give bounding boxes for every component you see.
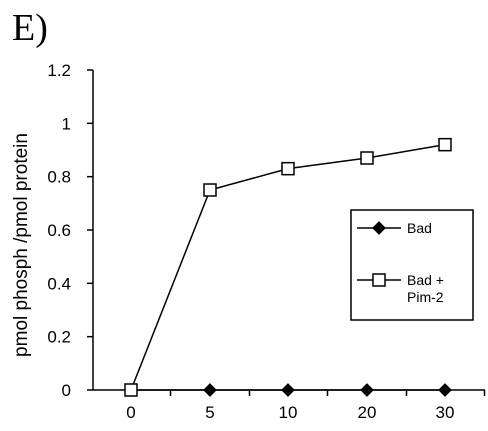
- y-tick-label: 0.8: [47, 168, 71, 187]
- data-point: [360, 151, 374, 165]
- y-axis-title: pmol phosph /pmol protein: [11, 133, 32, 357]
- data-point: [203, 183, 217, 197]
- plot-area: 0 0.2 0.4 0.6 0.8 1 1.2 0 5 10 20 30 pmol phosph /pm…: [11, 61, 486, 422]
- data-point: [360, 383, 374, 397]
- y-tick-label: 1: [62, 114, 71, 133]
- x-tick-label: 5: [205, 403, 214, 422]
- series-bad: [124, 383, 452, 397]
- legend-marker: [372, 273, 386, 287]
- y-tick-label: 0.2: [47, 328, 71, 347]
- x-tick-label: 10: [279, 403, 298, 422]
- series-bad-pim-2: [124, 137, 452, 397]
- x-tick-label: 0: [126, 403, 135, 422]
- panel-label: E): [12, 7, 48, 49]
- legend: Bad Bad +Pim-2: [350, 209, 474, 321]
- y-tick-label: 0: [62, 381, 71, 400]
- data-point: [124, 383, 138, 397]
- y-tick-label: 0.6: [47, 221, 71, 240]
- y-tick-label: 0.4: [47, 274, 71, 293]
- x-tick-label: 20: [358, 403, 377, 422]
- legend-label: Bad +: [407, 272, 444, 288]
- legend-label: Bad: [407, 220, 432, 236]
- data-point: [438, 137, 452, 152]
- legend-marker: [372, 221, 386, 235]
- x-tick-label: 30: [436, 403, 455, 422]
- data-point: [281, 161, 295, 176]
- data-point: [438, 383, 452, 397]
- y-tick-label: 1.2: [47, 61, 71, 80]
- legend-label: Pim-2: [407, 289, 444, 305]
- data-point: [281, 383, 295, 397]
- data-point: [203, 383, 217, 397]
